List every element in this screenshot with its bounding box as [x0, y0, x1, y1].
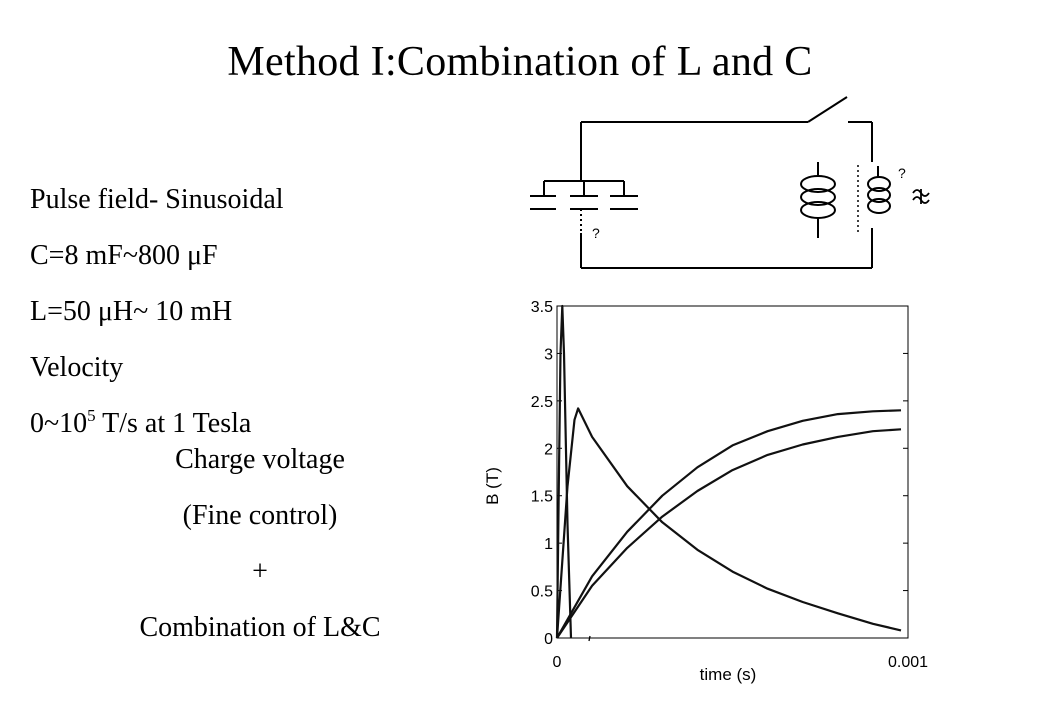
pulse-field-line: Pulse field- Sinusoidal: [30, 184, 284, 215]
coil-2-turn-1: [867, 176, 891, 192]
capacitor-unknown-label: ?: [592, 225, 600, 241]
charge-voltage-line: Charge voltage: [175, 444, 345, 475]
coil-2-turn-3: [867, 198, 891, 214]
y-tick-label: 3.5: [531, 299, 553, 316]
slide-title: Method I:Combination of L and C: [227, 39, 813, 85]
velocity-value-suffix: T/s at 1 Tesla: [95, 408, 252, 439]
x-tick-label: 0: [553, 654, 562, 671]
y-axis-label: B (T): [483, 467, 502, 505]
series-line-1: [555, 304, 573, 639]
capacitance-line: C=8 mF~800 μF: [30, 240, 218, 271]
x-tick-label: 0.001: [888, 654, 928, 671]
switch-blade: [807, 96, 848, 123]
y-tick-label: 1.5: [531, 489, 553, 506]
velocity-label: Velocity: [30, 352, 124, 383]
x-axis-label: time (s): [700, 665, 757, 684]
coil-1-turn-2: [800, 188, 836, 206]
velocity-value: 0~105 T/s at 1 Tesla: [30, 396, 284, 452]
y-tick-label: 2.5: [531, 394, 553, 411]
stray-mark: [588, 635, 591, 642]
series-line-4: [556, 428, 902, 639]
velocity-value-prefix: 0~10: [30, 408, 88, 439]
y-tick-label: 3: [544, 346, 553, 363]
plus-line: +: [252, 556, 268, 587]
coil-1: [800, 162, 836, 238]
coil-1-turn-1: [800, 175, 836, 193]
fine-control-line: (Fine control): [182, 500, 338, 531]
coil-2: [867, 166, 891, 214]
x-axis-ticks: 0 0.001: [553, 654, 929, 671]
control-notes: Charge voltage (Fine control) + Combinat…: [80, 432, 440, 656]
y-tick-label: 1: [544, 536, 553, 553]
capacitor-bank: [530, 180, 638, 233]
inductance-line: L=50 μH~ 10 mH: [30, 296, 233, 327]
combination-line: Combination of L&C: [139, 612, 381, 643]
velocity-exponent: 5: [87, 406, 96, 425]
y-tick-label: 0: [544, 631, 553, 648]
y-tick-label: 0.5: [531, 584, 553, 601]
wave-icon: [912, 189, 930, 204]
series-group: [555, 304, 902, 639]
parameter-list: Pulse field- Sinusoidal C=8 mF~800 μF L=…: [30, 172, 284, 452]
plot-frame: [556, 305, 909, 639]
y-tick-label: 2: [544, 441, 553, 458]
plot-border: [556, 305, 909, 639]
y-axis-ticks: 0 0.5 1 1.5 2 2.5 3 3.5: [531, 299, 908, 648]
coil-unknown-label: ?: [898, 165, 906, 181]
coil-2-turn-2: [867, 187, 891, 203]
circuit-wires: [580, 96, 873, 269]
series-line-3: [556, 409, 902, 639]
series-line-2: [555, 407, 902, 639]
